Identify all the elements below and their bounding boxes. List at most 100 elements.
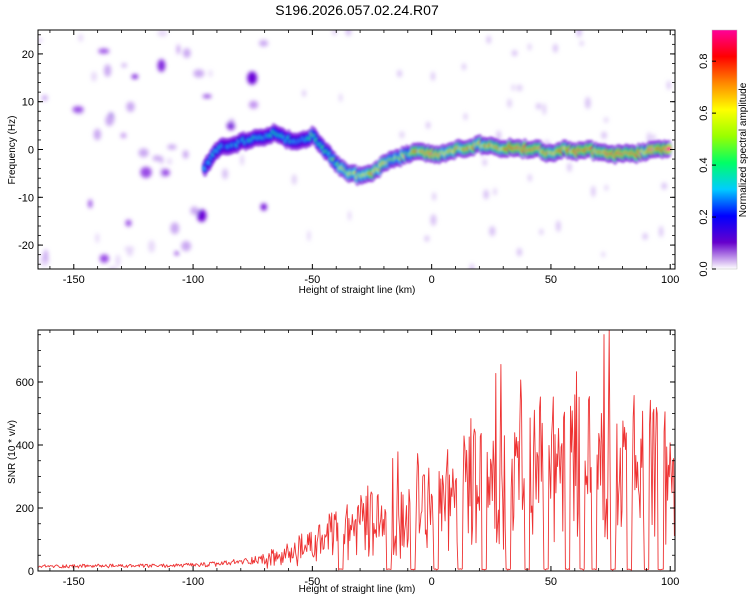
spectrogram-noise-blob bbox=[161, 169, 170, 177]
spectrogram-speckle bbox=[489, 226, 496, 237]
spectrogram-noise-blob bbox=[159, 156, 164, 164]
snr-y-ticks: 0 200 400 600 bbox=[16, 334, 675, 578]
spectrogram-noise-blob bbox=[91, 71, 97, 82]
snr-panel: -150 -100 -50 0 50 100 0 200 400 600 Height of s… bbox=[7, 329, 679, 595]
spectrogram-noise-blob bbox=[138, 148, 149, 158]
figure-title: S196.2026.057.02.24.R07 bbox=[275, 2, 439, 18]
spectrogram-speckle bbox=[469, 263, 474, 269]
spectrogram-noise-blob bbox=[38, 37, 43, 43]
spectrogram-speckle bbox=[542, 103, 546, 116]
colorbar-gradient bbox=[712, 30, 737, 269]
spectrogram-noise-blob bbox=[157, 30, 168, 37]
spectrogram-noise-blob bbox=[202, 94, 212, 98]
snr-x-ticks: -150 -100 -50 0 50 100 bbox=[49, 330, 679, 588]
spectrogram-speckle bbox=[591, 185, 596, 198]
spectrogram-x-tick-label: 50 bbox=[545, 274, 557, 286]
spectrogram-noise-blob bbox=[88, 199, 93, 208]
spectrogram-noise-blob bbox=[170, 222, 180, 234]
spectrogram-speckle bbox=[553, 43, 558, 53]
spectrogram-speckle bbox=[661, 182, 667, 190]
spectrogram-speckle bbox=[576, 30, 582, 38]
spectrogram-noise-blob bbox=[182, 150, 189, 159]
spectrogram-speckle bbox=[291, 174, 297, 185]
spectrogram-y-tick-label: 0 bbox=[28, 145, 34, 157]
colorbar-frame bbox=[711, 29, 738, 270]
colorbar-ticks: 0.0 0.2 0.4 0.6 0.8 bbox=[698, 54, 716, 277]
spectrogram-speckle bbox=[601, 252, 605, 257]
spectrogram-speckle bbox=[240, 154, 244, 166]
spectrogram-x-tick-label: -50 bbox=[304, 274, 320, 286]
spectrogram-noise-blob bbox=[115, 254, 121, 267]
spectrogram-noise-blob bbox=[98, 48, 110, 54]
spectrogram-speckle bbox=[604, 117, 609, 123]
spectrogram-speckle bbox=[528, 43, 532, 51]
spectrogram-speckle bbox=[604, 184, 608, 191]
spectrogram-speckle bbox=[579, 41, 584, 46]
spectrogram-noise-blob bbox=[105, 114, 114, 127]
spectrogram-speckle bbox=[535, 103, 542, 110]
spectrogram-speckle bbox=[339, 93, 342, 102]
snr-y-tick-label: 200 bbox=[16, 503, 34, 515]
spectrogram-speckle bbox=[426, 121, 431, 129]
spectrogram-noise-blob bbox=[181, 241, 191, 252]
spectrogram-speckle bbox=[302, 90, 306, 97]
spectrogram-noise-blob bbox=[126, 101, 135, 112]
spectrogram-noise-blob bbox=[148, 240, 155, 253]
spectrogram-speckle bbox=[463, 113, 468, 120]
spectrogram-speckle bbox=[307, 230, 310, 242]
snr-series-line bbox=[38, 330, 675, 571]
spectrogram-noise-blob bbox=[152, 155, 162, 161]
spectrogram-x-axis-label: Height of straight line (km) bbox=[299, 285, 416, 296]
spectrogram-y-tick-label: -20 bbox=[18, 240, 34, 252]
spectrogram-noise-blob bbox=[183, 48, 191, 58]
snr-x-tick-label: -150 bbox=[63, 576, 85, 588]
spectrogram-speckle bbox=[601, 131, 607, 139]
spectrogram-noise-blob bbox=[131, 74, 139, 79]
spectrogram-y-ticks: -20 -10 0 10 20 bbox=[18, 34, 675, 265]
spectrogram-speckle bbox=[432, 192, 436, 201]
ridge-core bbox=[666, 146, 671, 152]
spectrogram-noise-blob bbox=[126, 250, 133, 257]
spectrogram-y-axis-label: Frequency (Hz) bbox=[7, 116, 18, 185]
spectrogram-noise-blob bbox=[248, 100, 259, 109]
spectrogram-noise-blob bbox=[190, 206, 199, 215]
spectrogram-ridge bbox=[201, 123, 673, 187]
snr-frame bbox=[37, 329, 676, 572]
spectrogram-y-tick-label: 10 bbox=[22, 97, 34, 109]
spectrogram-noise-blob bbox=[197, 209, 207, 222]
snr-y-axis-label: SNR (10 * v/v) bbox=[7, 420, 18, 484]
snr-x-tick-label: -50 bbox=[304, 576, 320, 588]
spectrogram-noise-blob bbox=[259, 40, 269, 47]
spectrogram-noise-blob bbox=[229, 118, 234, 127]
spectrogram-noise-blob bbox=[78, 33, 84, 42]
spectrogram-speckle bbox=[507, 98, 512, 108]
spectrogram-speckle bbox=[431, 71, 435, 81]
snr-x-tick-label: 0 bbox=[429, 576, 435, 588]
spectrogram-speckle bbox=[539, 228, 544, 235]
spectrogram-speckle bbox=[567, 162, 572, 172]
spectrogram-speckle bbox=[462, 63, 466, 70]
spectrogram-x-tick-label: 0 bbox=[429, 274, 435, 286]
spectrogram-speckle bbox=[332, 30, 337, 36]
spectrogram-speckle bbox=[652, 134, 656, 142]
spectrogram-noise-blob bbox=[124, 246, 135, 252]
spectrogram-noise-blob bbox=[93, 128, 101, 141]
colorbar-tick-label: 0.8 bbox=[698, 54, 710, 69]
snr-x-tick-label: -100 bbox=[182, 576, 204, 588]
spectrogram-noise-blob bbox=[157, 59, 166, 72]
spectrogram-speckle bbox=[556, 220, 561, 232]
spectrogram-noise-blob bbox=[99, 254, 109, 263]
spectrogram-noise-blob bbox=[167, 144, 177, 150]
spectrogram-speckle bbox=[493, 187, 497, 196]
spectrogram-noise-blob bbox=[260, 203, 267, 211]
spectrogram-x-tick-label: 100 bbox=[661, 274, 679, 286]
spectrogram-noise-blob bbox=[125, 219, 132, 227]
spectrogram-speckle bbox=[544, 140, 550, 145]
spectrogram-x-tick-label: -150 bbox=[63, 274, 85, 286]
colorbar-tick-label: 0.6 bbox=[698, 105, 710, 120]
spectrogram-speckle bbox=[516, 84, 523, 92]
spectrogram-speckle bbox=[430, 214, 437, 226]
spectrogram-noise-blob bbox=[104, 64, 111, 77]
spectrogram-speckle bbox=[424, 235, 430, 242]
spectrogram-y-tick-label: 20 bbox=[22, 49, 34, 61]
